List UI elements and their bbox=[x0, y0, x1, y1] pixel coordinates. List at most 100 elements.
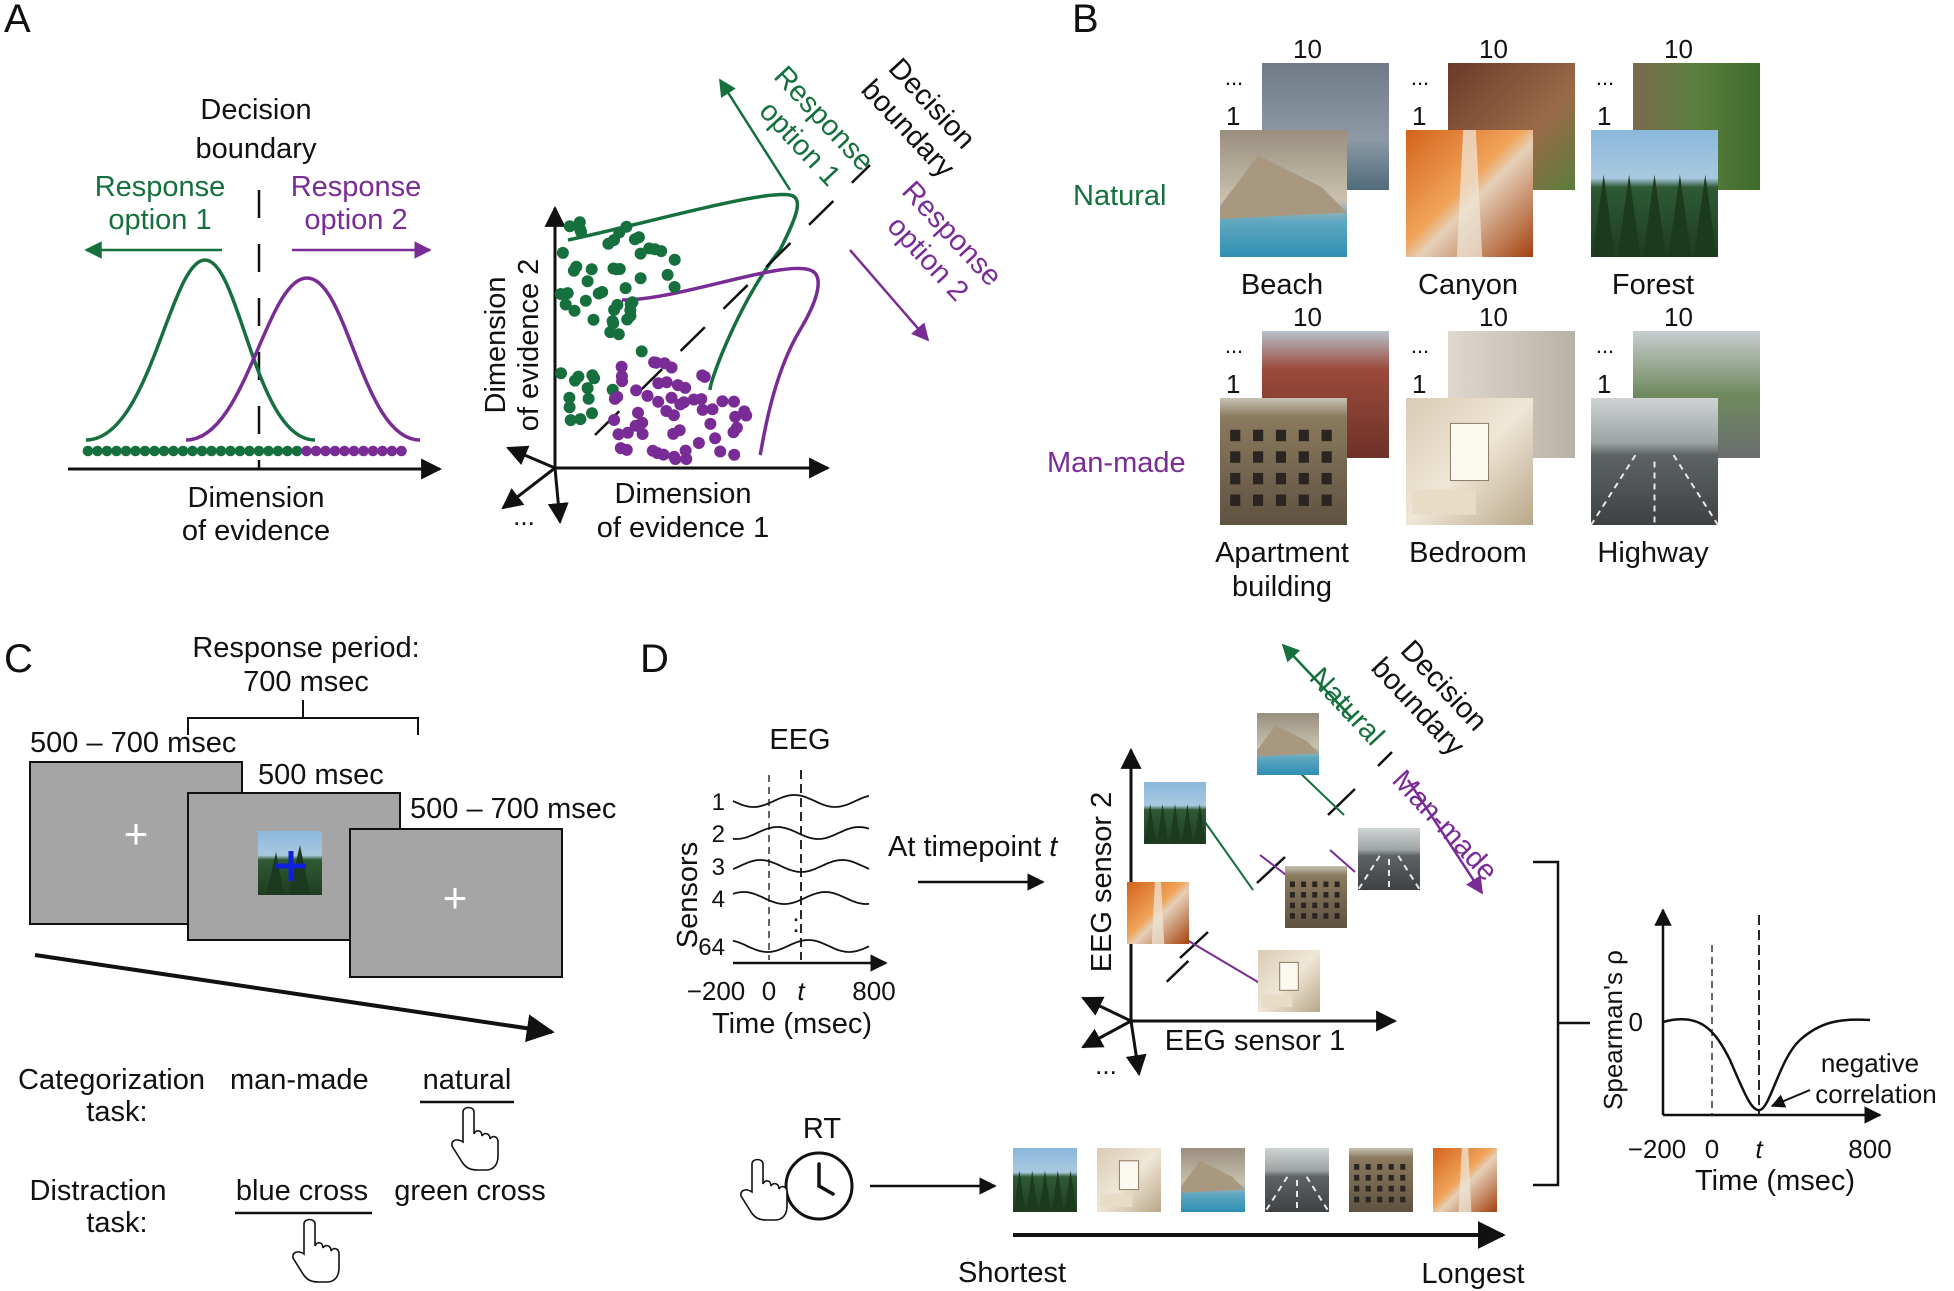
window-shape bbox=[1400, 1174, 1406, 1181]
boundary-dash-2 bbox=[1256, 856, 1286, 884]
window-shape bbox=[1321, 494, 1332, 506]
evidence-dot-green bbox=[568, 304, 581, 317]
sensor-id-label: 1 bbox=[712, 789, 725, 816]
category-label: Highway bbox=[1597, 537, 1709, 569]
evidence-dot bbox=[177, 445, 189, 457]
response-option1-label-line2: option 1 bbox=[108, 204, 211, 236]
evidence-dot bbox=[320, 445, 331, 457]
rho-zero-tick: 0 bbox=[1629, 1007, 1643, 1037]
evidence-dot-purple bbox=[665, 391, 678, 404]
evidence-dot-purple bbox=[727, 426, 740, 439]
evidence-dot bbox=[367, 445, 379, 457]
window-shape bbox=[1388, 1196, 1394, 1203]
response-period-line2: 700 msec bbox=[243, 666, 369, 698]
window-shape bbox=[1323, 892, 1329, 898]
evidence-dot-green bbox=[648, 243, 661, 256]
evidence-dot-green bbox=[634, 272, 647, 285]
tree-shape bbox=[1181, 803, 1193, 844]
projection-beach bbox=[1296, 769, 1345, 816]
category-label: Beach bbox=[1241, 269, 1323, 301]
window-shape bbox=[1365, 1164, 1371, 1170]
correlation-bracket bbox=[1533, 860, 1590, 1187]
evidence-dot-purple bbox=[679, 381, 692, 394]
evidence-dot-purple bbox=[646, 444, 659, 457]
rock-shape bbox=[1220, 155, 1347, 219]
spacer-5 bbox=[1230, 880, 1275, 915]
evidence-dot-purple bbox=[687, 393, 700, 406]
evidence-dot-green bbox=[581, 382, 594, 395]
evidence-dot-purple bbox=[728, 395, 740, 408]
evidence-dot-green bbox=[582, 392, 595, 405]
response-option2-arrow-2d bbox=[849, 249, 930, 342]
window-shape bbox=[1289, 881, 1295, 888]
evidence-dot-purple bbox=[636, 416, 649, 429]
rho-tick-neg200: −200 bbox=[1628, 1134, 1687, 1164]
window-shape bbox=[1321, 451, 1332, 463]
fixation-cross-2: + bbox=[443, 874, 468, 921]
stack-canyon: 10 1... Canyon bbox=[1406, 34, 1575, 301]
window-shape bbox=[1321, 472, 1332, 485]
decision-boundary-label-line2: boundary bbox=[196, 133, 317, 165]
tree-shape bbox=[1643, 174, 1666, 257]
evidence-dot bbox=[234, 445, 246, 457]
sofa-shape bbox=[1412, 489, 1476, 515]
rt-label: RT bbox=[803, 1113, 841, 1145]
sensor-ellipsis: : bbox=[792, 908, 799, 938]
evidence-axis-label-line1: Dimension bbox=[188, 482, 325, 514]
thumb-canyon bbox=[1127, 882, 1189, 944]
window-shape bbox=[1377, 1185, 1383, 1192]
evidence-dot-purple bbox=[616, 375, 629, 388]
evidence-dot-purple bbox=[657, 448, 670, 461]
evidence-dot-green bbox=[569, 374, 581, 387]
blue-cross-cue-icon bbox=[276, 851, 306, 881]
tree-shape bbox=[1052, 1170, 1064, 1212]
window-shape bbox=[1323, 881, 1329, 888]
evidence-dot bbox=[92, 445, 103, 457]
window-shape bbox=[1253, 429, 1264, 442]
sofa-shape bbox=[1261, 994, 1293, 1008]
evidence-dot bbox=[386, 445, 398, 457]
evidence-dot-green bbox=[561, 287, 574, 300]
tree-shape bbox=[1617, 174, 1641, 257]
evidence-dot-green bbox=[613, 226, 626, 239]
distraction-task-line2: task: bbox=[86, 1207, 147, 1239]
evidence-dot-purple bbox=[608, 392, 621, 405]
evidence-dot-green bbox=[619, 282, 632, 295]
light-beam bbox=[1458, 1148, 1472, 1212]
evidence-dot bbox=[101, 445, 113, 457]
window-shape bbox=[1275, 494, 1287, 506]
window-shape bbox=[1323, 902, 1329, 909]
evidence-dot-purple bbox=[658, 357, 671, 370]
extra-dimensions-ellipsis: ... bbox=[513, 501, 535, 531]
evidence-dot-purple bbox=[652, 377, 665, 390]
evidence-dot bbox=[225, 445, 236, 457]
evidence-dot-purple bbox=[728, 448, 741, 461]
stack-beach: 10 1... Beach bbox=[1220, 34, 1389, 301]
hand-pointer-icon bbox=[451, 1106, 499, 1171]
evidence-dot-purple bbox=[709, 432, 722, 445]
window-shape bbox=[1301, 881, 1307, 888]
dim2-label-line1: Dimension bbox=[480, 277, 512, 414]
dim3-axis-c bbox=[547, 467, 569, 525]
evidence-dot bbox=[358, 445, 369, 457]
evidence-dot-purple bbox=[667, 409, 680, 422]
dim3-axis-b bbox=[501, 466, 556, 510]
window-shape bbox=[1312, 913, 1318, 919]
image-index-10: 10 bbox=[1664, 34, 1693, 64]
evidence-dot-green bbox=[586, 407, 598, 420]
window-shape bbox=[1230, 451, 1241, 463]
rt-longest-label: Longest bbox=[1421, 1258, 1524, 1290]
rt-thumb-canyon bbox=[1433, 1148, 1497, 1212]
image-index-10: 10 bbox=[1479, 302, 1508, 332]
image-index-ellipsis: ... bbox=[1225, 333, 1243, 358]
option1-distribution-curve bbox=[85, 258, 316, 442]
evidence-dot-purple bbox=[612, 428, 625, 441]
image-index-10: 10 bbox=[1293, 34, 1322, 64]
response-period-line1: Response period: bbox=[192, 632, 419, 664]
evidence-dot-green bbox=[634, 247, 647, 260]
evidence-dot bbox=[139, 445, 151, 457]
window-shape bbox=[1230, 494, 1241, 506]
evidence-dot-purple bbox=[714, 445, 727, 458]
option2-distribution-curve bbox=[185, 276, 421, 442]
